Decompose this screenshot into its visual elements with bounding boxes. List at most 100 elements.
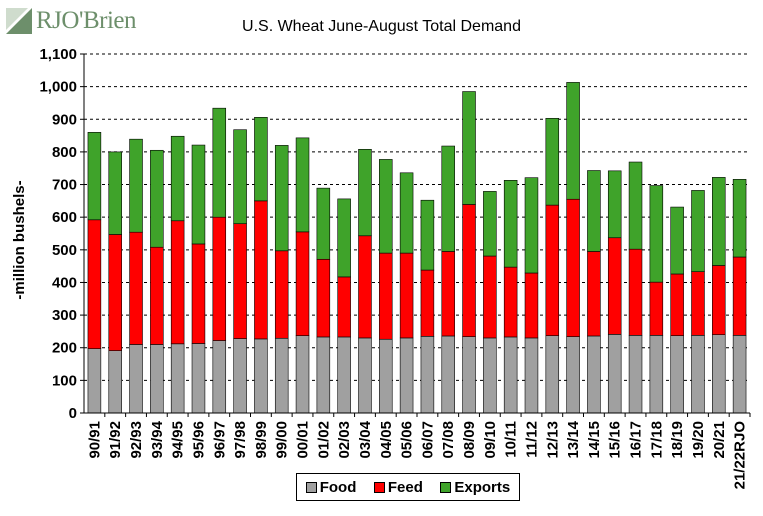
y-tick-label: 200 — [52, 340, 77, 357]
bar-segment-feed — [628, 248, 643, 336]
legend-label: Feed — [387, 478, 423, 496]
x-tick-label: 07/08 — [440, 421, 457, 459]
bar-segment-food — [420, 336, 435, 414]
chart-title: U.S. Wheat June-August Total Demand — [242, 18, 521, 35]
x-tick-label: 02/03 — [336, 421, 353, 459]
x-tick-label: 17/18 — [648, 421, 665, 459]
y-tick-label: 0 — [69, 405, 77, 422]
bar-segment-exports — [732, 179, 747, 258]
bar-segment-food — [712, 334, 726, 414]
bar-segment-feed — [420, 269, 435, 337]
bar-segment-exports — [274, 145, 289, 252]
bar-segment-food — [87, 348, 102, 414]
bar-segment-food — [441, 335, 455, 414]
bar-segment-food — [503, 336, 518, 414]
bar-segment-exports — [129, 138, 143, 233]
bar-segment-feed — [712, 265, 726, 335]
x-tick-label: 96/97 — [211, 421, 228, 459]
x-tick-label: 18/19 — [669, 421, 686, 459]
bar-segment-food — [337, 336, 351, 414]
bar-segment-exports — [524, 177, 539, 274]
bar-segment-food — [566, 336, 580, 414]
x-tick-label: 95/96 — [190, 421, 207, 459]
bar-segment-feed — [87, 219, 102, 350]
bar-segment-food — [691, 335, 705, 414]
x-tick-label: 12/13 — [544, 421, 561, 459]
bar-segment-food — [212, 340, 227, 414]
bar-segment-feed — [316, 258, 331, 338]
bar-segment-exports — [233, 129, 247, 225]
y-tick-label: 300 — [52, 307, 77, 324]
x-tick-label: 20/21 — [711, 421, 728, 459]
x-tick-label: 14/15 — [586, 421, 603, 459]
bar-segment-food — [483, 337, 497, 414]
x-tick-label: 90/91 — [86, 421, 103, 459]
bar-segment-exports — [607, 170, 622, 239]
bar-segment-feed — [607, 237, 622, 335]
bar-segment-exports — [483, 191, 497, 257]
bar-segment-food — [316, 336, 331, 414]
bar-segment-feed — [337, 276, 351, 338]
bar-segment-feed — [649, 281, 664, 336]
x-tick-label: 11/12 — [523, 421, 540, 458]
bar-segment-food — [379, 338, 393, 414]
x-tick-label: 03/04 — [357, 420, 374, 458]
bar-segment-feed — [129, 231, 143, 345]
x-tick-label: 06/07 — [419, 421, 436, 459]
bar-segment-exports — [399, 172, 414, 254]
legend-item-exports: Exports — [440, 479, 510, 496]
logo-mark-icon — [6, 8, 32, 34]
bar-segment-exports — [150, 149, 164, 248]
bar-segment-exports — [254, 117, 268, 202]
y-tick-label: 1,000 — [39, 79, 77, 96]
bar-segment-exports — [420, 199, 435, 271]
bar-segment-exports — [566, 82, 580, 200]
bar-segment-feed — [732, 256, 747, 336]
bar-segment-feed — [254, 200, 268, 340]
bar-segment-food — [670, 335, 684, 414]
bar-segment-exports — [649, 185, 664, 283]
bar-segment-food — [649, 335, 664, 414]
bars — [87, 82, 747, 414]
y-axis-label: -million bushels- — [11, 180, 28, 299]
bar-segment-exports — [295, 137, 310, 233]
x-tick-label: 93/94 — [149, 420, 166, 458]
bar-segment-exports — [170, 135, 185, 222]
x-tick-label: 16/17 — [628, 421, 645, 459]
x-tick-label: 92/93 — [128, 421, 145, 459]
bar-segment-food — [295, 335, 310, 414]
bar-segment-feed — [150, 246, 164, 345]
bar-segment-feed — [545, 204, 560, 336]
bar-segment-feed — [295, 231, 310, 336]
bar-segment-food — [358, 337, 372, 414]
bar-segment-feed — [233, 223, 247, 339]
x-tick-label: 15/16 — [607, 421, 624, 459]
bar-segment-feed — [399, 252, 414, 339]
bar-segment-food — [108, 350, 122, 414]
legend-swatch — [305, 481, 317, 493]
bar-segment-food — [462, 336, 476, 414]
legend-item-feed: Feed — [373, 478, 423, 496]
bar-segment-exports — [379, 159, 393, 254]
x-tick-label: 99/00 — [274, 421, 291, 459]
legend: Food Feed Exports — [296, 473, 520, 501]
x-tick-label: 10/11 — [503, 421, 520, 458]
bar-segment-food — [587, 335, 601, 414]
bar-segment-feed — [441, 251, 455, 337]
bar-segment-exports — [712, 177, 726, 266]
legend-swatch — [373, 481, 385, 493]
bar-segment-exports — [108, 151, 122, 235]
x-tick-label: 08/09 — [461, 421, 478, 459]
bar-segment-food — [150, 344, 164, 414]
legend-swatch — [440, 481, 452, 493]
bar-segment-exports — [191, 144, 206, 245]
bar-segment-feed — [191, 243, 206, 344]
y-tick-label: 700 — [52, 177, 77, 194]
bar-segment-feed — [524, 272, 539, 339]
axes: 0 100 200 300 400 500 600 700 800 900 1,000 1,100 90… — [39, 46, 751, 489]
x-tick-label: 13/14 — [565, 420, 582, 458]
x-tick-label: 05/06 — [399, 421, 416, 459]
bar-segment-feed — [379, 252, 393, 340]
y-tick-label: 800 — [52, 144, 77, 161]
